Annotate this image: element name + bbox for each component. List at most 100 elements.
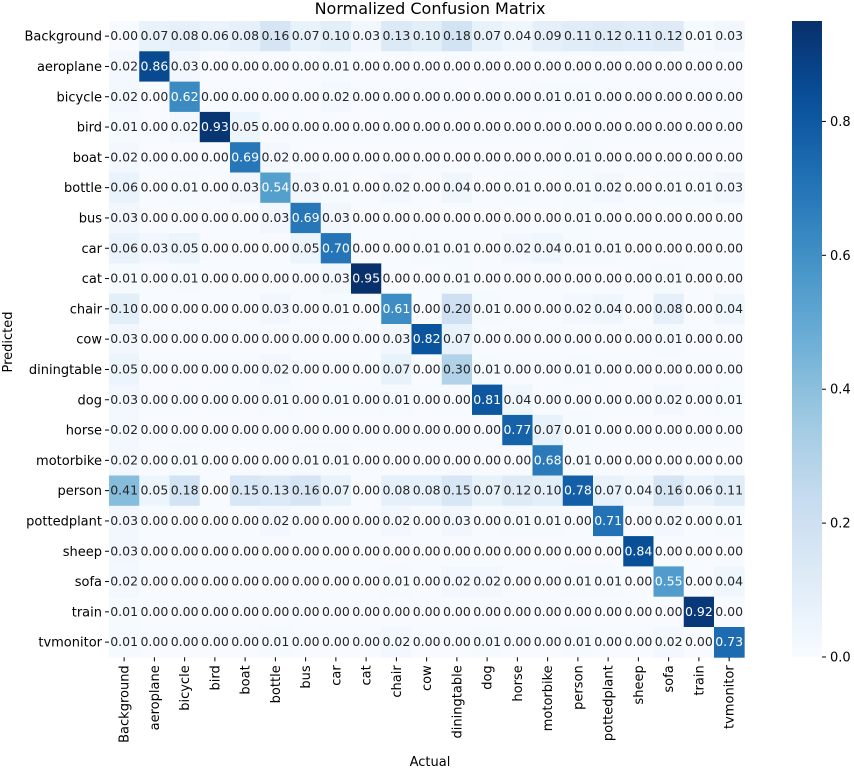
heatmap-cell [109, 172, 140, 204]
cell-value-label: 0.00 [352, 422, 380, 437]
heatmap-cell [290, 202, 322, 234]
y-tick-label: bottle [64, 181, 102, 196]
cell-value-label: 0.07 [534, 422, 562, 437]
cell-value-label: 0.00 [171, 604, 199, 619]
cell-value-label: 0.00 [140, 634, 168, 649]
heatmap-cell [199, 142, 231, 173]
cell-value-label: 0.00 [534, 331, 562, 346]
heatmap-cell [260, 627, 291, 658]
cell-value-label: 0.18 [443, 28, 471, 43]
cell-value-label: 0.01 [503, 180, 531, 195]
cell-value-label: 0.11 [715, 483, 743, 498]
cell-value-label: 0.03 [382, 331, 410, 346]
heatmap-cell [532, 263, 564, 295]
cell-value-label: 0.00 [292, 392, 320, 407]
cell-value-label: 0.00 [352, 483, 380, 498]
cell-value-label: 0.00 [231, 543, 259, 558]
cell-value-label: 0.00 [201, 574, 229, 589]
cell-value-label: 0.00 [322, 634, 350, 649]
heatmap-cell [199, 536, 231, 567]
heatmap-cells [109, 21, 745, 658]
cell-value-label: 0.00 [110, 28, 138, 43]
cell-value-label: 0.00 [655, 149, 683, 164]
heatmap-cell [714, 354, 745, 385]
cell-value-label: 0.07 [292, 28, 320, 43]
cell-value-label: 0.00 [503, 543, 531, 558]
cell-value-label: 0.00 [594, 149, 622, 164]
heatmap-cell [472, 263, 503, 295]
heatmap-cell [381, 111, 412, 143]
cell-value-label: 0.00 [443, 422, 471, 437]
heatmap-cell [411, 384, 443, 416]
cell-value-label: 0.02 [655, 392, 683, 407]
heatmap-cell [230, 354, 261, 385]
cell-value-label: 0.61 [382, 301, 410, 316]
cell-value-label: 0.00 [413, 89, 441, 104]
heatmap-cell [532, 596, 564, 628]
heatmap-cell [320, 414, 352, 446]
heatmap-cell [169, 596, 201, 628]
heatmap-cell [109, 111, 140, 143]
cell-value-label: 0.00 [140, 513, 168, 528]
heatmap-cell [653, 414, 685, 446]
cell-value-label: 0.01 [564, 634, 592, 649]
cell-value-label: 0.02 [503, 240, 531, 255]
cell-value-label: 0.00 [534, 543, 562, 558]
heatmap-cell [623, 51, 654, 82]
cell-value-label: 0.00 [594, 210, 622, 225]
cell-value-label: 0.02 [382, 634, 410, 649]
heatmap-cell [472, 293, 503, 325]
heatmap-cell [109, 324, 140, 355]
heatmap-cell [502, 596, 533, 628]
cell-value-label: 0.00 [473, 180, 501, 195]
cell-value-label: 0.01 [564, 89, 592, 104]
cell-value-label: 0.00 [201, 149, 229, 164]
x-axis-label: Actual [410, 755, 451, 770]
heatmap-cell [441, 324, 473, 355]
heatmap-cell [381, 475, 412, 507]
heatmap-cell [411, 81, 443, 113]
heatmap-cell [199, 21, 231, 52]
cell-value-label: 0.00 [503, 574, 531, 589]
heatmap-cell [381, 142, 412, 173]
cell-value-label: 0.03 [140, 240, 168, 255]
cell-value-label: 0.01 [564, 574, 592, 589]
heatmap-cell [199, 445, 231, 476]
cell-value-label: 0.02 [110, 574, 138, 589]
heatmap-cell [593, 142, 624, 173]
heatmap-cell [139, 536, 170, 567]
heatmap-cell [260, 384, 291, 416]
heatmap-cell [109, 384, 140, 416]
heatmap-cell [562, 566, 594, 598]
cell-value-label: 0.00 [624, 422, 652, 437]
cell-value-label: 0.00 [413, 422, 441, 437]
heatmap-cell [320, 384, 352, 416]
cell-value-label: 0.00 [534, 180, 562, 195]
heatmap-cell [411, 505, 443, 537]
heatmap-cell [441, 51, 473, 82]
cell-value-label: 0.02 [655, 513, 683, 528]
heatmap-cell [199, 505, 231, 537]
x-tick-label: bus [299, 665, 314, 688]
heatmap-cell [714, 475, 745, 507]
cell-value-label: 0.00 [443, 634, 471, 649]
heatmap-cell [502, 293, 533, 325]
x-tick-label: tvmonitor [723, 665, 738, 729]
cell-value-label: 0.69 [292, 210, 320, 225]
heatmap-cell [381, 51, 412, 82]
heatmap-cell [290, 111, 322, 143]
cell-value-label: 0.01 [534, 89, 562, 104]
cell-value-label: 0.03 [715, 28, 743, 43]
cell-value-label: 0.00 [685, 210, 713, 225]
cell-value-label: 0.07 [473, 28, 501, 43]
cell-value-label: 0.00 [624, 149, 652, 164]
heatmap-cell [714, 202, 745, 234]
heatmap-cell [351, 111, 382, 143]
heatmap-cell [351, 202, 382, 234]
cell-value-label: 0.00 [352, 392, 380, 407]
cell-value-label: 0.00 [352, 149, 380, 164]
heatmap-cell [623, 172, 654, 204]
cell-value-label: 0.00 [292, 271, 320, 286]
cell-value-label: 0.00 [231, 634, 259, 649]
